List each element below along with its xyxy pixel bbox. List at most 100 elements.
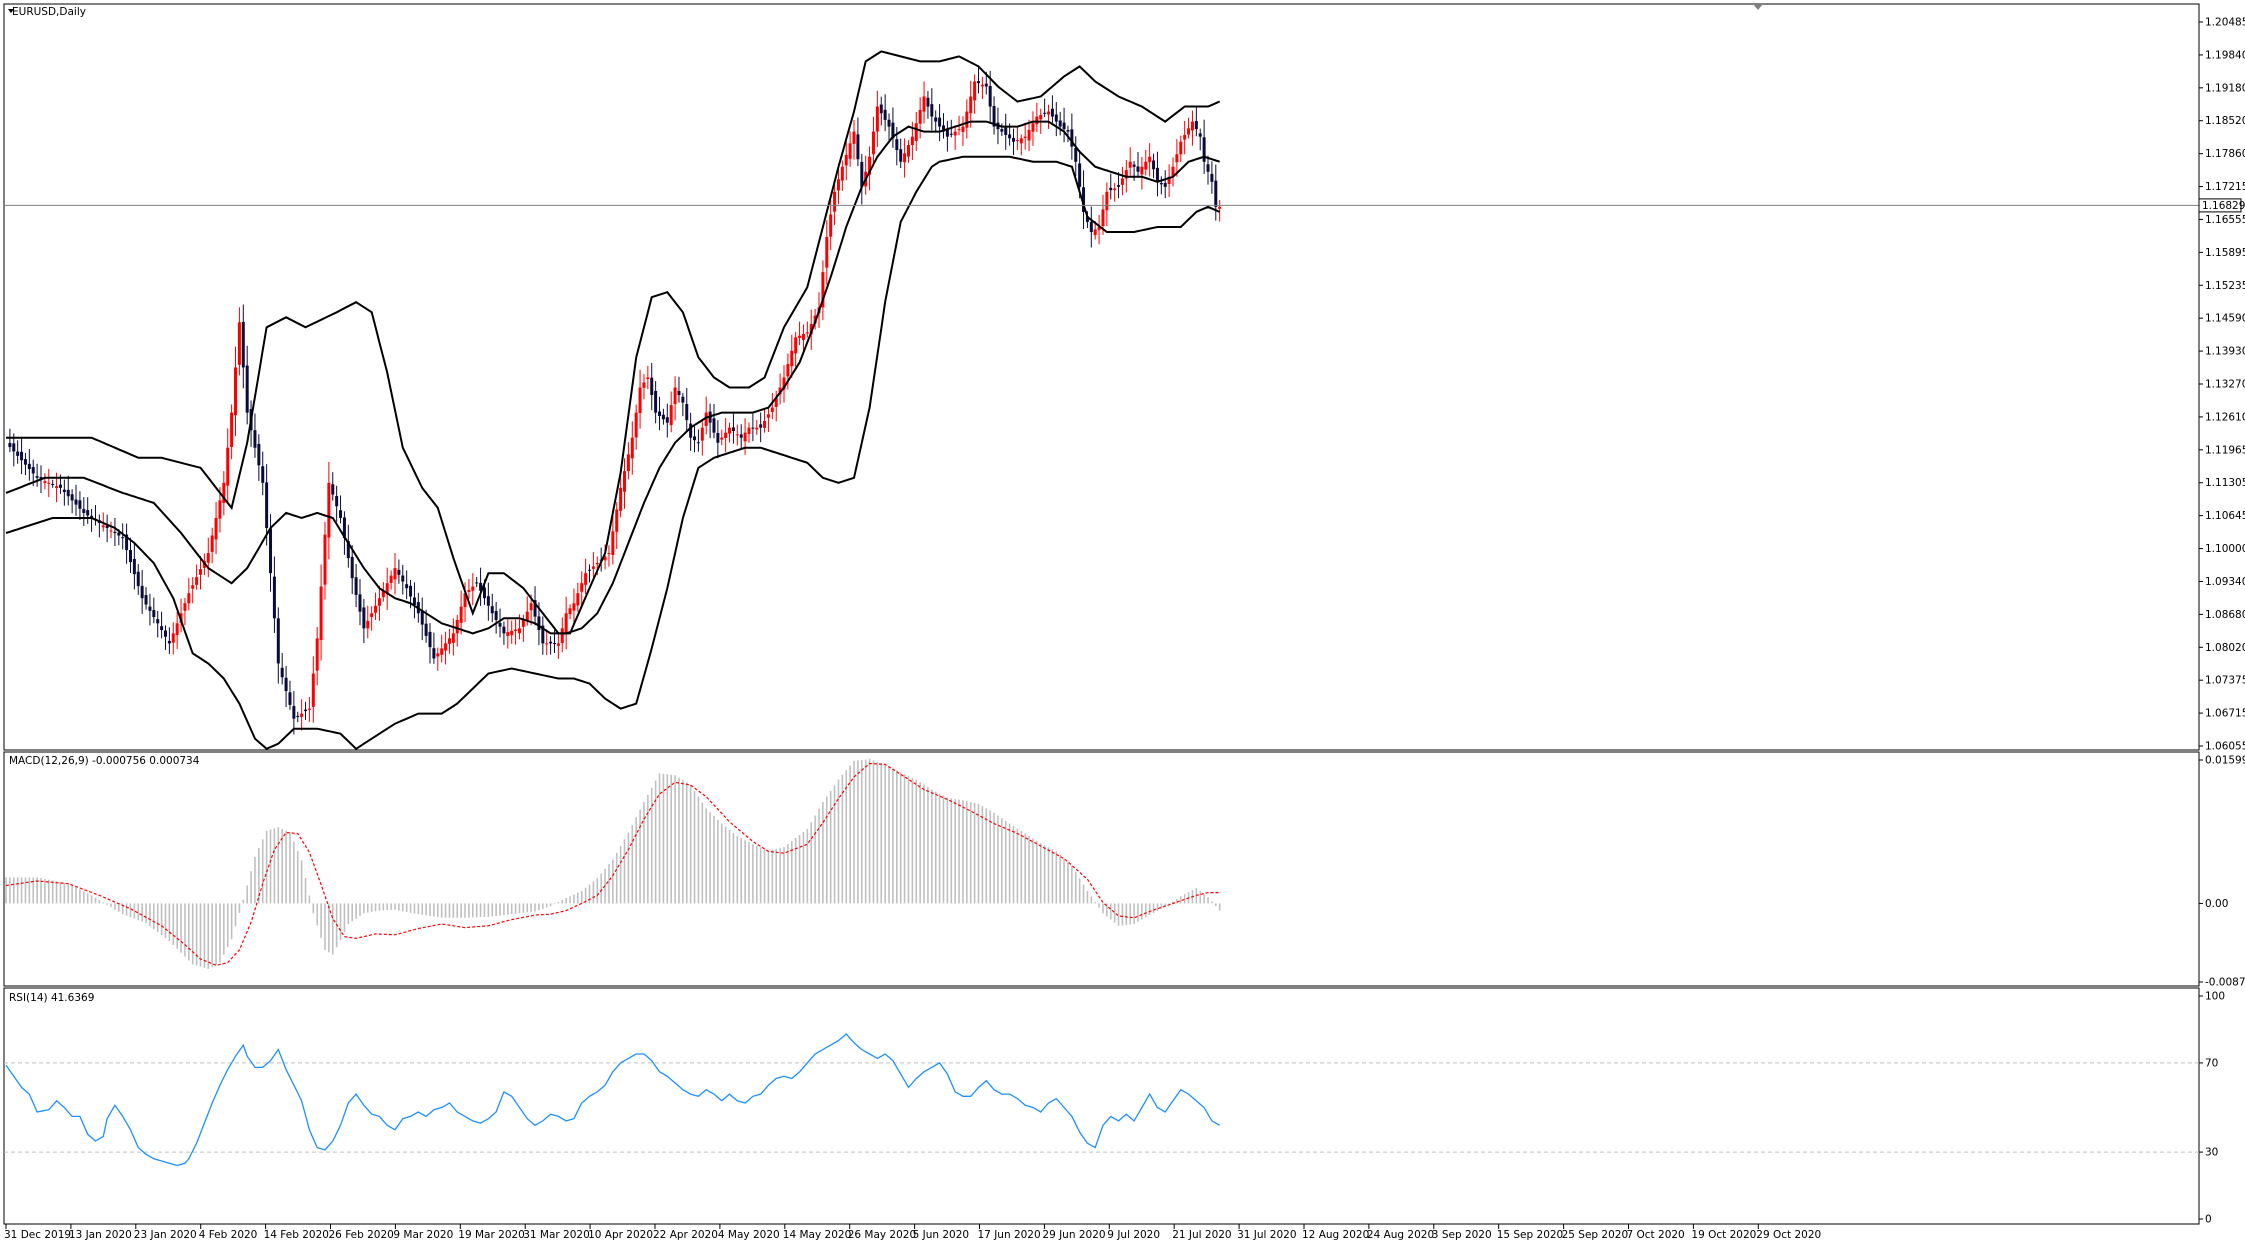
bear-candle — [148, 593, 152, 626]
candle-body — [747, 427, 751, 434]
bull-candle — [385, 567, 389, 610]
candle-body — [1136, 166, 1140, 172]
candle-body — [716, 432, 720, 443]
bull-candle — [447, 628, 451, 654]
price-tick-label: 1.12610 — [2205, 411, 2245, 423]
bear-candle — [241, 304, 245, 389]
rsi-tick-label: 0 — [2205, 1214, 2212, 1226]
price-tick-label: 1.19840 — [2205, 49, 2245, 61]
bull-candle — [623, 458, 627, 509]
price-tick-label: 1.13270 — [2205, 379, 2245, 391]
bull-candle — [471, 573, 475, 606]
candle-body — [1105, 191, 1109, 211]
bear-candle — [887, 113, 891, 141]
candle-body — [669, 405, 673, 426]
candle-body — [409, 585, 413, 597]
candle-body — [852, 131, 856, 144]
candle-body — [269, 528, 273, 574]
bull-candle — [821, 260, 825, 321]
candle-body — [914, 123, 918, 142]
bear-candle — [284, 666, 288, 708]
candle-body — [673, 387, 677, 405]
bear-candle — [121, 523, 125, 550]
candle-body — [1085, 216, 1089, 222]
price-tick-label: 1.14590 — [2205, 313, 2245, 325]
macd-pane[interactable]: 0.01599 0.00 -0.008763 MACD(12,26,9) -0.00… — [3, 751, 2245, 989]
candle-body — [486, 596, 490, 606]
bull-candle — [1128, 147, 1132, 176]
price-pane[interactable]: 1.20485 1.19840 1.19180 1.18520 1.17860 1.172… — [3, 3, 2245, 753]
candle-body — [759, 424, 763, 428]
bull-candle — [747, 422, 751, 443]
candle-body — [883, 109, 887, 120]
bear-candle — [1206, 155, 1210, 185]
candle-body — [1074, 147, 1078, 162]
candle-body — [821, 272, 825, 308]
candle-body — [1163, 182, 1167, 187]
current-price-box — [2198, 198, 2242, 213]
candle-body — [265, 482, 269, 528]
bull-candle — [673, 376, 677, 421]
bull-candle — [506, 618, 510, 649]
candle-body — [288, 692, 292, 705]
bull-candle — [572, 588, 576, 626]
candle-body — [245, 365, 249, 413]
candle-body — [451, 633, 455, 643]
candle-body — [969, 96, 973, 114]
bear-candle — [74, 484, 78, 516]
bear-candle — [934, 110, 938, 131]
bull-candle — [852, 120, 856, 160]
bear-candle — [677, 376, 681, 403]
candle-body — [677, 391, 681, 396]
bull-candle — [199, 556, 202, 590]
bear-candle — [1117, 172, 1121, 199]
bull-candle — [307, 697, 311, 722]
candle-body — [405, 584, 409, 589]
bull-candle — [903, 138, 907, 178]
candle-body — [280, 667, 284, 678]
candle-body — [257, 443, 261, 466]
candle-body — [1031, 123, 1035, 132]
candle-body — [362, 607, 366, 629]
candle-body — [961, 126, 965, 132]
candle-body — [805, 332, 809, 334]
bear-candle — [751, 413, 755, 442]
time-tick-label: 9 Mar 2020 — [393, 1229, 453, 1241]
candle-body — [763, 420, 767, 428]
rsi-pane[interactable]: 100 70 30 0 RSI(14) 41.6369 — [3, 987, 2225, 1226]
bull-candle — [370, 606, 374, 631]
shift-marker-icon[interactable] — [1753, 4, 1763, 10]
candle-body — [1004, 127, 1008, 135]
bull-candle — [1179, 135, 1183, 162]
candle-body — [568, 608, 572, 615]
bear-candle — [253, 413, 257, 458]
bear-candle — [681, 392, 685, 417]
candle-body — [549, 641, 553, 644]
candle-body — [751, 427, 755, 429]
candle-body — [253, 430, 257, 448]
macd-tick-label: -0.008763 — [2205, 977, 2245, 989]
dropdown-triangle-icon[interactable] — [8, 9, 14, 13]
candle-body — [840, 166, 844, 181]
rsi-axis: 100 70 30 0 — [2199, 991, 2225, 1226]
bull-candle — [634, 404, 638, 450]
candle-body — [292, 706, 296, 719]
candle-body — [545, 643, 549, 645]
bull-candle — [1167, 164, 1171, 197]
candle-body — [467, 589, 471, 592]
price-tick-label: 1.08020 — [2205, 642, 2245, 654]
candle-body — [35, 476, 39, 478]
candle-body — [945, 129, 949, 137]
bear-candle — [502, 621, 506, 645]
candle-body — [128, 550, 132, 563]
bear-candle — [716, 420, 720, 459]
candle-body — [315, 638, 319, 671]
bear-candle — [1054, 102, 1058, 137]
candle-body — [1214, 180, 1218, 207]
bear-candle — [27, 449, 31, 481]
time-tick-label: 10 Apr 2020 — [588, 1229, 653, 1241]
candle-body — [51, 484, 55, 486]
bull-candle — [47, 468, 51, 498]
bear-candle — [856, 117, 860, 167]
